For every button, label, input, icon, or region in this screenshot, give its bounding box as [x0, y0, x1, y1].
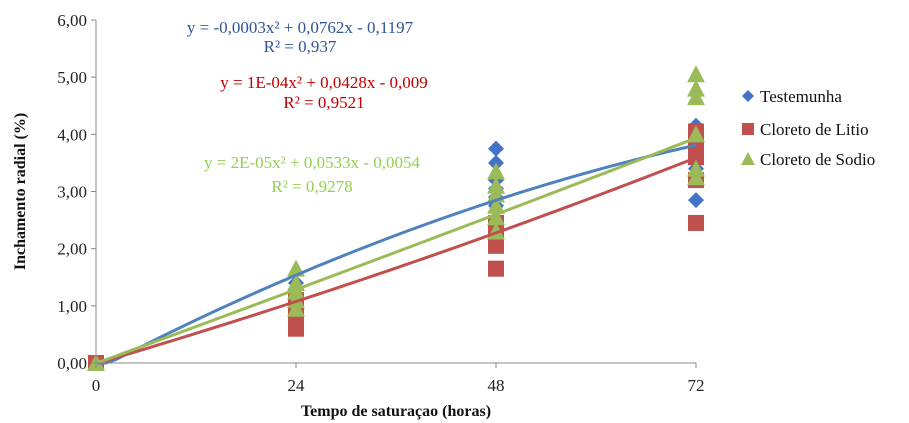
legend-symbol-cloreto-de-sodio	[741, 152, 755, 165]
legend-symbol-testemunha	[742, 90, 754, 102]
x-tick-label: 24	[288, 376, 306, 395]
equation-cloreto-de-litio: y = 1E-04x² + 0,0428x - 0,009	[220, 73, 427, 92]
data-point-cloreto-de-sodio	[487, 176, 505, 194]
legend-marker-testemunha	[742, 90, 754, 102]
data-point-cloreto-de-sodio	[687, 168, 705, 186]
equation-testemunha: y = -0,0003x² + 0,0762x - 0,1197	[187, 18, 414, 37]
equation-cloreto-de-sodio: y = 2E-05x² + 0,0533x - 0,0054	[204, 153, 420, 172]
series-cloreto-de-sodio-points	[87, 65, 705, 371]
plot-area	[87, 65, 705, 371]
data-point-cloreto-de-sodio	[287, 299, 305, 317]
y-tick-label: 5,00	[57, 68, 87, 87]
data-point-testemunha	[488, 140, 504, 157]
x-tick-label: 72	[688, 376, 705, 395]
legend-marker-cloreto-de-sodio	[741, 152, 755, 165]
data-point-testemunha	[688, 192, 704, 209]
y-tick-labels: 0,00 1,00 2,00 3,00 4,00 5,00 6,00	[57, 11, 96, 373]
x-tick-label: 0	[92, 376, 101, 395]
y-tick-label: 6,00	[57, 11, 87, 30]
y-tick-label: 1,00	[57, 297, 87, 316]
legend: Testemunha Cloreto de Litio Cloreto de S…	[741, 87, 875, 169]
legend-marker-cloreto-de-litio	[742, 123, 754, 135]
legend-symbol-cloreto-de-litio	[742, 123, 754, 135]
data-point-cloreto-de-litio	[488, 260, 504, 277]
data-point-cloreto-de-sodio	[687, 79, 705, 97]
x-axis-title: Tempo de saturaçao (horas)	[301, 403, 491, 420]
trendline-cloreto-de-litio	[95, 156, 697, 365]
y-tick-label: 2,00	[57, 240, 87, 259]
r2-testemunha: R² = 0,937	[264, 37, 337, 56]
y-axis-title: Inchamento radial (%)	[12, 113, 29, 270]
data-point-cloreto-de-sodio	[487, 196, 505, 214]
trendline-cloreto-de-sodio	[95, 136, 697, 365]
data-point-cloreto-de-sodio	[687, 88, 705, 106]
y-tick-label: 0,00	[57, 354, 87, 373]
x-tick-labels: 0 24 48 72	[92, 363, 705, 395]
data-point-cloreto-de-litio	[688, 214, 704, 231]
data-point-cloreto-de-sodio	[487, 208, 505, 226]
data-point-cloreto-de-sodio	[487, 162, 505, 180]
legend-label-cloreto-de-sodio: Cloreto de Sodio	[760, 150, 875, 169]
y-tick-label: 3,00	[57, 183, 87, 202]
legend-label-cloreto-de-litio: Cloreto de Litio	[760, 120, 869, 139]
r2-cloreto-de-litio: R² = 0,9521	[283, 93, 364, 112]
data-point-cloreto-de-sodio	[687, 65, 705, 83]
data-point-cloreto-de-sodio	[687, 125, 705, 143]
y-tick-label: 4,00	[57, 125, 87, 144]
r2-cloreto-de-sodio: R² = 0,9278	[271, 177, 352, 196]
data-point-cloreto-de-litio	[688, 149, 704, 166]
x-tick-label: 48	[488, 376, 505, 395]
trendline-testemunha	[96, 143, 697, 365]
data-point-cloreto-de-sodio	[687, 159, 705, 177]
legend-label-testemunha: Testemunha	[760, 87, 842, 106]
